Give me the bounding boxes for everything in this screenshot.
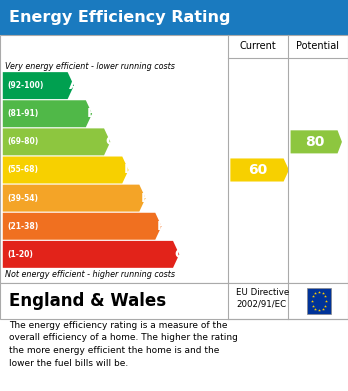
- Polygon shape: [230, 158, 289, 181]
- Text: Potential: Potential: [296, 41, 339, 51]
- Text: B: B: [87, 107, 97, 120]
- Text: Energy Efficiency Rating: Energy Efficiency Rating: [9, 10, 230, 25]
- Text: (39-54): (39-54): [7, 194, 38, 203]
- Text: (21-38): (21-38): [7, 222, 39, 231]
- Polygon shape: [291, 130, 342, 153]
- Text: Very energy efficient - lower running costs: Very energy efficient - lower running co…: [5, 62, 175, 71]
- Text: Current: Current: [239, 41, 276, 51]
- Bar: [0, 35, 348, 283]
- Bar: [307, 289, 331, 314]
- Polygon shape: [3, 185, 145, 212]
- Text: F: F: [156, 220, 165, 233]
- Text: (55-68): (55-68): [7, 165, 38, 174]
- Polygon shape: [3, 72, 74, 99]
- Polygon shape: [3, 156, 128, 183]
- Polygon shape: [3, 213, 161, 240]
- Text: 80: 80: [305, 135, 324, 149]
- Text: A: A: [69, 79, 79, 92]
- Text: EU Directive
2002/91/EC: EU Directive 2002/91/EC: [236, 287, 290, 308]
- Text: G: G: [174, 248, 185, 261]
- Text: England & Wales: England & Wales: [9, 292, 166, 310]
- Text: Not energy efficient - higher running costs: Not energy efficient - higher running co…: [5, 270, 175, 280]
- Text: The energy efficiency rating is a measure of the
overall efficiency of a home. T: The energy efficiency rating is a measur…: [9, 321, 238, 368]
- Text: (1-20): (1-20): [7, 250, 33, 259]
- Text: 60: 60: [248, 163, 268, 177]
- Polygon shape: [3, 100, 92, 127]
- Text: (69-80): (69-80): [7, 137, 39, 146]
- Text: (92-100): (92-100): [7, 81, 44, 90]
- Bar: [0, 0, 348, 35]
- Polygon shape: [3, 241, 179, 268]
- Bar: [0, 283, 348, 319]
- Polygon shape: [3, 128, 110, 155]
- Text: (81-91): (81-91): [7, 109, 39, 118]
- Text: C: C: [105, 135, 115, 148]
- Text: D: D: [123, 163, 134, 176]
- Text: E: E: [140, 192, 150, 204]
